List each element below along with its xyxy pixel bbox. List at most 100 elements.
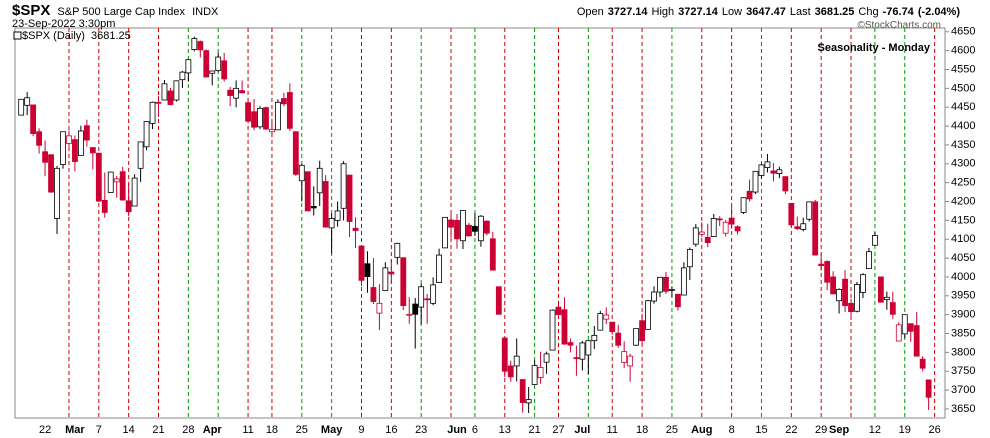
candle-body (83, 125, 90, 141)
candle-body (501, 337, 508, 372)
quote-label: Last (789, 6, 811, 18)
candle-body (472, 225, 478, 232)
candle-body (161, 83, 168, 101)
candle-body (257, 107, 263, 128)
y-tick-label: 4100 (951, 233, 975, 245)
x-tick-label: 22 (39, 424, 51, 436)
candle-body (251, 111, 257, 128)
datetime: 23-Sep-2022 3:30pm (12, 18, 116, 30)
candle-body (191, 38, 198, 50)
candle-body (866, 251, 872, 270)
candle-body (800, 223, 807, 230)
y-tick-label: 3750 (951, 365, 975, 377)
x-tick-label: 12 (869, 424, 881, 436)
candle-body (179, 71, 186, 81)
candle-body (585, 340, 592, 356)
x-tick-label: Jul (574, 424, 590, 436)
candle-body (722, 221, 729, 234)
candle-body (692, 227, 699, 245)
candle-body (328, 218, 335, 229)
x-tick-label: 11 (242, 424, 253, 436)
candle-body (489, 238, 496, 271)
candle-body (239, 90, 245, 94)
symbol-header: $SPX S&P 500 Large Cap Index INDX (12, 2, 222, 19)
candle-body (394, 242, 401, 258)
candle-body (877, 276, 884, 303)
candle-body (203, 50, 210, 78)
quote-label: Chg (858, 6, 879, 18)
x-tick-label: Mar (65, 424, 85, 436)
quote-value: 3681.25 (814, 6, 855, 18)
legend: $SPX (Daily) 3681.25 (22, 30, 131, 42)
candle-body (740, 197, 747, 213)
candle-body (531, 365, 538, 385)
y-tick-label: 3900 (951, 309, 975, 321)
candle-body (155, 101, 162, 104)
candle-body (860, 274, 866, 293)
candle-body (113, 178, 120, 183)
candle-body (173, 80, 180, 101)
candle-body (78, 130, 84, 156)
candle-body (555, 306, 562, 316)
candle-body (645, 300, 651, 330)
symbol-name: S&P 500 Large Cap Index (57, 6, 186, 18)
x-tick-label: 6 (472, 424, 478, 436)
candle-body (686, 249, 693, 268)
candle-body (54, 167, 60, 219)
candle-body (125, 200, 132, 213)
quote-label: Open (576, 6, 604, 18)
candle-body (603, 314, 610, 320)
candle-body (842, 278, 848, 307)
candle-body (639, 320, 645, 342)
y-tick-label: 4650 (951, 26, 975, 38)
candle-body (567, 342, 574, 346)
candle-body (764, 161, 771, 168)
candle-body (197, 41, 204, 51)
x-tick-label: 18 (266, 424, 278, 436)
candle-body (919, 358, 926, 369)
y-tick-label: 3650 (951, 403, 975, 415)
quote-value: 3727.14 (678, 6, 718, 18)
y-tick-label: 3850 (951, 327, 975, 339)
y-tick-label: 4550 (951, 63, 975, 75)
candle-body (663, 276, 669, 292)
candle-body (119, 171, 126, 201)
y-tick-label: 4050 (951, 252, 975, 264)
candle-body (406, 313, 413, 316)
candle-body (806, 201, 813, 220)
candle-body (24, 97, 31, 106)
candle-body (60, 131, 66, 165)
y-tick-label: 3800 (951, 346, 975, 358)
candle-body (137, 141, 144, 169)
candle-body (131, 177, 138, 207)
candle-body (286, 92, 293, 129)
candle-body (227, 89, 234, 96)
x-tick-label: 8 (729, 424, 735, 436)
candle-body (597, 313, 604, 331)
candle-body (525, 399, 532, 404)
candle-body (573, 357, 580, 360)
candle-body (364, 263, 371, 277)
candle-body (889, 302, 896, 315)
candle-body (734, 226, 741, 232)
candle-body (651, 291, 657, 302)
x-tick-label: 27 (552, 424, 564, 436)
candle-body (675, 293, 681, 308)
candle-body (215, 56, 222, 72)
x-tick-label: 7 (96, 424, 102, 436)
candle-body (430, 284, 437, 304)
candle-body (310, 206, 317, 209)
x-tick-label: 25 (666, 424, 678, 436)
candle-body (925, 379, 932, 398)
candle-body (221, 60, 228, 80)
x-tick-label: 19 (899, 424, 911, 436)
candle-body (698, 231, 705, 235)
candle-body (280, 98, 287, 105)
y-tick-label: 4400 (951, 120, 975, 132)
candle-body (466, 224, 472, 237)
x-tick-label: Aug (691, 424, 712, 436)
x-tick-label: Sep (829, 424, 849, 436)
candle-body (788, 202, 795, 226)
candle-body (48, 154, 54, 193)
